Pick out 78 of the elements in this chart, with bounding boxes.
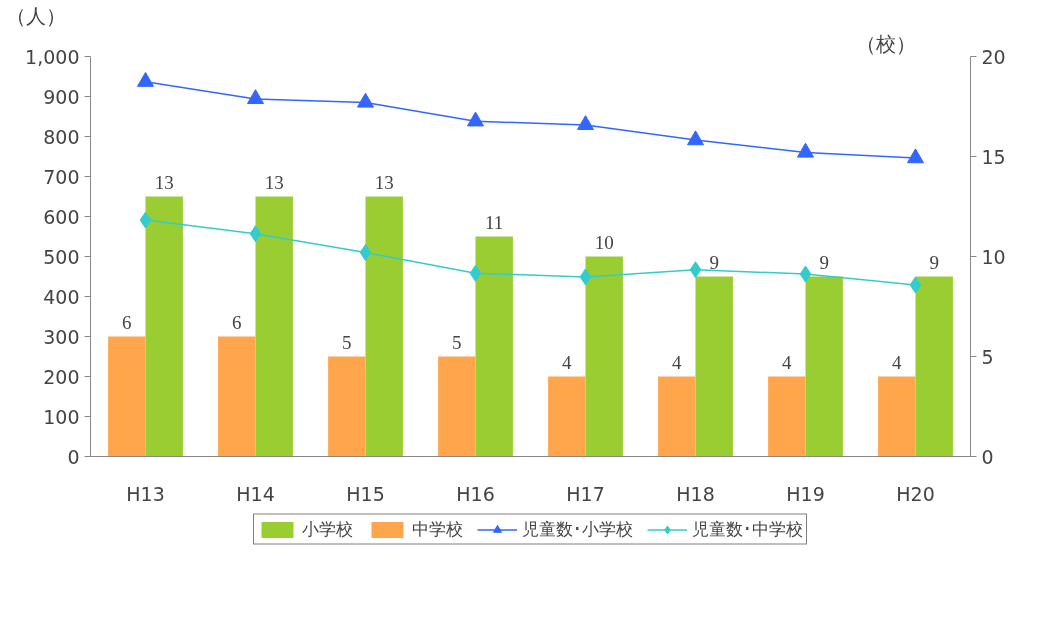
y-tick-label: 700 [43,165,80,188]
y-tick-label: 300 [43,325,80,348]
data-label: 4 [782,351,793,373]
point [689,261,702,279]
data-label: 4 [672,351,683,373]
y2-tick-label: 15 [981,145,1006,168]
legend-label: 児童数･小学校 [522,517,633,541]
data-label: 10 [594,231,614,253]
legend-label: 児童数･中学校 [692,517,803,541]
x-tick-label: H19 [786,482,825,505]
bar [218,336,256,457]
point [247,89,264,105]
bar [585,256,623,457]
point [687,130,704,146]
bar [768,376,806,457]
bar [695,276,733,457]
bar [915,276,953,457]
point [799,265,812,283]
y2-tick-label: 0 [981,445,994,468]
data-label: 4 [892,351,903,373]
data-label: 9 [819,251,829,273]
data-label: 5 [342,331,352,353]
data-label: 11 [485,211,504,233]
y-tick-label: 100 [43,405,80,428]
bar [438,356,476,457]
bar [365,196,403,457]
point [797,142,814,158]
data-label: 6 [232,311,242,333]
x-tick-label: H13 [126,482,165,505]
y-tick-label: 400 [43,285,80,308]
point [137,71,154,87]
bar [108,336,146,457]
y2-tick-label: 20 [981,45,1006,68]
data-label: 5 [452,331,462,353]
point [907,148,924,164]
bar [658,376,696,457]
point [357,92,374,108]
y2-axis-title: （校） [855,31,916,56]
x-tick-label: H17 [566,482,605,505]
y-tick-label: 1,000 [25,45,80,68]
y-axis-title: （人） [5,3,66,28]
bar [805,276,843,457]
data-label: 6 [122,311,132,333]
legend-label: 小学校 [302,517,353,541]
bar [255,196,293,457]
point [577,115,594,131]
bar [548,376,586,457]
point [469,264,482,282]
bar [878,376,916,457]
point [467,111,484,127]
y-tick-label: 0 [67,445,80,468]
legend-label: 中学校 [412,517,463,541]
y-tick-label: 900 [43,85,80,108]
y2-tick-label: 5 [981,345,994,368]
data-label: 13 [264,171,284,193]
data-label: 9 [929,251,939,273]
y-tick-label: 600 [43,205,80,228]
bar [145,196,183,457]
point [139,211,152,229]
x-tick-label: H18 [676,482,715,505]
data-label: 13 [154,171,174,193]
x-tick-label: H20 [896,482,935,505]
y2-tick-label: 10 [981,245,1006,268]
y-tick-label: 800 [43,125,80,148]
data-label: 9 [709,251,719,273]
point [579,268,592,286]
y-tick-label: 500 [43,245,80,268]
bar [328,356,366,457]
data-label: 4 [562,351,573,373]
point [249,225,262,243]
data-label: 13 [374,171,394,193]
point [909,276,922,294]
x-tick-label: H16 [456,482,495,505]
x-tick-label: H14 [236,482,275,505]
y-tick-label: 200 [43,365,80,388]
bar [475,236,513,457]
point [359,244,372,261]
x-tick-label: H15 [346,482,385,505]
